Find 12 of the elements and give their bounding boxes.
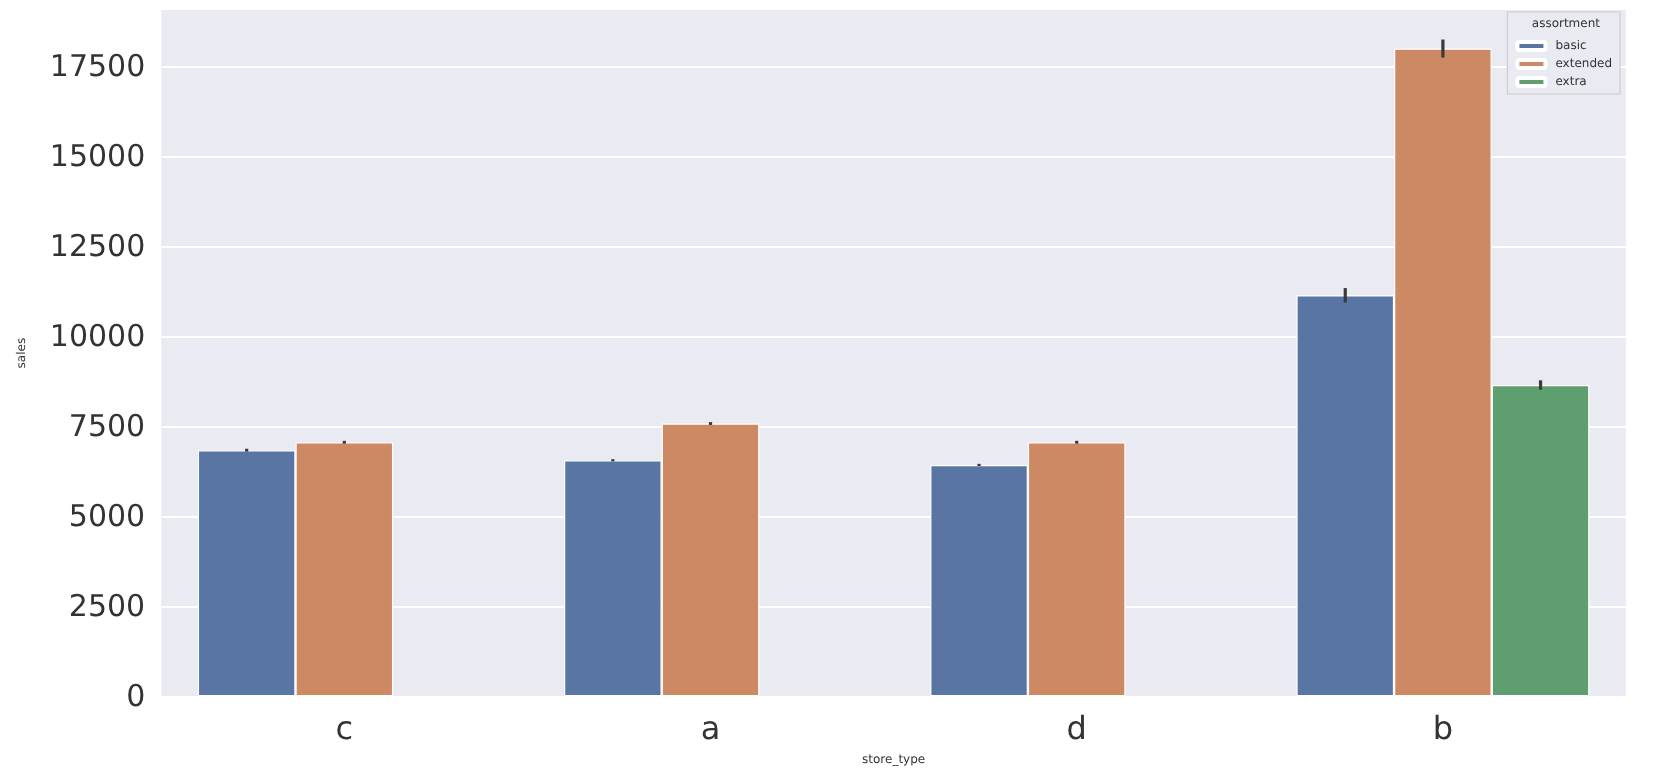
y-tick-label: 0 <box>126 678 146 715</box>
y-tick-label: 5000 <box>68 498 146 535</box>
y-tick-label: 10000 <box>49 317 146 354</box>
x-tick-label: d <box>1066 709 1087 748</box>
x-tick-label: a <box>700 709 721 748</box>
y-tick-label: 15000 <box>49 137 146 174</box>
y-tick-label: 12500 <box>49 227 146 264</box>
x-tick-label: c <box>335 709 354 748</box>
x-tick-label: b <box>1432 709 1454 748</box>
y-tick-label: 7500 <box>68 408 146 445</box>
y-tick-label: 2500 <box>68 588 146 625</box>
y-tick-label: 17500 <box>49 47 146 84</box>
